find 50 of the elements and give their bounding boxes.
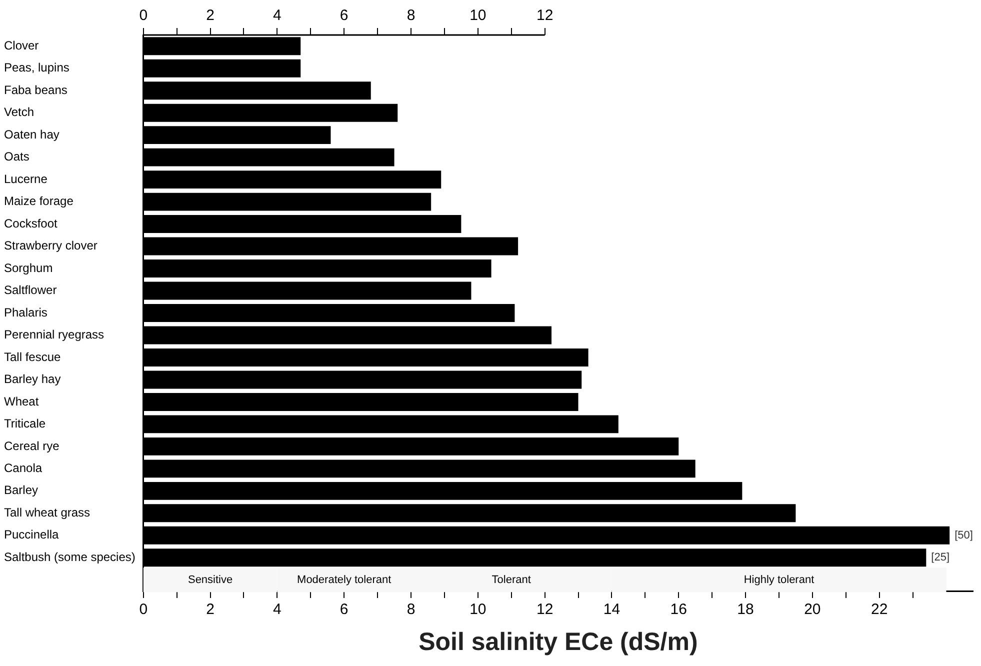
- x-tick-label: 16: [670, 601, 687, 618]
- x2-tick-label: 10: [470, 7, 486, 24]
- y-tick-label: Clover: [4, 38, 39, 52]
- x2-tick-label: 0: [139, 7, 148, 24]
- y-tick-label: Peas, lupins: [4, 60, 70, 75]
- y-tick-label: Saltflower: [4, 283, 57, 298]
- y-tick-label: Perennial ryegrass: [4, 328, 104, 342]
- y-tick-label: Wheat: [4, 394, 40, 408]
- x-tick-label: 22: [870, 601, 888, 618]
- y-tick-label: Puccinella: [4, 528, 60, 542]
- y-tick-label: Saltbush (some species): [4, 550, 136, 564]
- y-tick-label: Faba beans: [4, 82, 68, 97]
- x2-tick-label: 12: [536, 7, 554, 24]
- y-tick-label: Phalaris: [4, 305, 48, 320]
- y-tick-label: Oaten hay: [4, 127, 60, 142]
- x-tick-label: 20: [804, 601, 821, 618]
- x2-tick-label: 8: [406, 7, 416, 24]
- y-tick-label: Barley hay: [4, 372, 61, 386]
- x2-tick-label: 4: [273, 7, 282, 24]
- y-tick-label: Lucerne: [4, 172, 48, 186]
- x-tick-label: 10: [470, 601, 486, 618]
- x-tick-label: 4: [273, 601, 282, 618]
- annotation: [25]: [931, 552, 950, 564]
- x-tick-label: 2: [206, 601, 214, 618]
- x-axis-title: Soil salinity ECe (dS/m): [418, 628, 698, 656]
- y-tick-label: Cocksfoot: [4, 216, 58, 230]
- x-tick-label: 0: [139, 601, 148, 618]
- x-tick-label: 18: [737, 601, 754, 618]
- y-tick-label: Tall fescue: [4, 350, 62, 364]
- y-tick-label: Triticale: [4, 416, 46, 431]
- band-label: Tolerant: [492, 574, 531, 586]
- y-tick-label: Sorghum: [4, 260, 53, 275]
- x2-tick-label: 2: [206, 7, 214, 24]
- x-tick-label: 12: [536, 601, 554, 618]
- x2-tick-label: 6: [340, 7, 348, 24]
- y-tick-label: Canola: [4, 460, 42, 475]
- annotation: [50]: [954, 529, 973, 542]
- y-tick-label: Strawberry clover: [4, 238, 98, 253]
- band-label: Moderately tolerant: [297, 574, 392, 586]
- y-tick-label: Oats: [4, 150, 30, 164]
- x-tick-label: 14: [603, 601, 620, 618]
- y-tick-label: Barley: [4, 483, 38, 498]
- y-tick-label: Tall wheat grass: [4, 505, 90, 520]
- x-tick-label: 6: [340, 601, 348, 618]
- y-tick-label: Vetch: [4, 105, 34, 120]
- y-tick-label: Maize forage: [4, 194, 74, 208]
- band-label: Highly tolerant: [744, 574, 814, 586]
- y-tick-label: Cereal rye: [4, 438, 60, 453]
- x-tick-label: 8: [406, 601, 416, 618]
- band-label: Sensitive: [188, 574, 233, 586]
